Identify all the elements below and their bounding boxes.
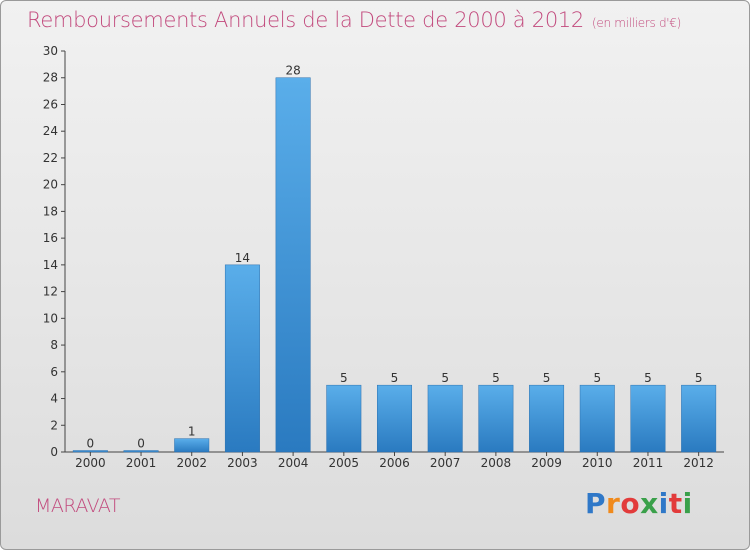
- y-tick-label: 10: [43, 311, 58, 325]
- y-tick-label: 2: [50, 418, 58, 432]
- y-tick-label: 30: [43, 44, 58, 58]
- bar-value-label: 5: [644, 371, 652, 385]
- bar-value-label: 1: [188, 425, 196, 439]
- bar-value-label: 5: [391, 371, 399, 385]
- y-tick-label: 0: [50, 445, 58, 459]
- bar: [326, 384, 362, 453]
- title-text: Remboursements Annuels de la Dette de 20…: [27, 8, 584, 32]
- y-tick-label: 6: [50, 365, 58, 379]
- proxiti-logo: Proxiti: [585, 487, 693, 520]
- logo-letter: x: [640, 487, 659, 520]
- y-tick-label: 28: [43, 71, 58, 85]
- y-tick-label: 18: [43, 204, 58, 218]
- bar: [377, 384, 412, 453]
- x-tick-label: 2006: [379, 456, 410, 470]
- x-tick-label: 2004: [278, 456, 309, 470]
- x-tick-label: 2007: [430, 456, 461, 470]
- y-tick-label: 12: [43, 285, 58, 299]
- y-tick-label: 22: [43, 151, 58, 165]
- bar-value-label: 5: [340, 371, 348, 385]
- logo-letter: r: [606, 487, 621, 520]
- x-tick-label: 2005: [329, 456, 360, 470]
- y-tick-label: 16: [43, 231, 58, 245]
- bar: [72, 450, 108, 453]
- logo-letter: i: [658, 487, 669, 520]
- bar: [579, 384, 615, 453]
- x-tick-label: 2009: [531, 456, 562, 470]
- bar: [630, 384, 666, 453]
- y-tick-label: 24: [43, 124, 58, 138]
- bar: [275, 77, 311, 453]
- bar: [224, 264, 260, 453]
- bar-value-label: 5: [695, 371, 703, 385]
- y-tick-label: 14: [43, 258, 58, 272]
- bar-value-label: 14: [235, 251, 250, 265]
- x-tick-label: 2011: [633, 456, 664, 470]
- commune-name: MARAVAT: [35, 495, 121, 517]
- bar: [681, 384, 717, 453]
- bar-value-label: 0: [137, 437, 145, 451]
- unit-label: (en milliers d'€): [592, 16, 682, 30]
- y-tick-label: 20: [43, 178, 58, 192]
- bar-value-label: 5: [543, 371, 551, 385]
- bar-value-label: 28: [285, 64, 300, 78]
- x-tick-label: 2012: [683, 456, 714, 470]
- bar: [174, 438, 210, 453]
- bar-value-label: 5: [593, 371, 601, 385]
- bar: [427, 384, 463, 453]
- logo-letter: t: [668, 487, 683, 520]
- bar-value-label: 5: [441, 371, 449, 385]
- bar: [478, 384, 514, 453]
- x-tick-label: 2008: [481, 456, 512, 470]
- x-tick-label: 2002: [176, 456, 207, 470]
- x-tick-label: 2000: [75, 456, 106, 470]
- logo-letter: o: [620, 487, 641, 520]
- x-tick-label: 2003: [227, 456, 258, 470]
- bar: [529, 384, 565, 453]
- bar-value-label: 5: [492, 371, 500, 385]
- logo-letter: P: [585, 487, 607, 520]
- bar-value-label: 0: [87, 437, 95, 451]
- y-tick-label: 4: [50, 392, 58, 406]
- logo-letter: i: [682, 487, 693, 520]
- x-tick-label: 2010: [582, 456, 613, 470]
- bar: [123, 450, 159, 453]
- chart-title: Remboursements Annuels de la Dette de 20…: [27, 8, 681, 32]
- y-tick-label: 8: [50, 338, 58, 352]
- x-tick-label: 2001: [126, 456, 157, 470]
- y-tick-label: 26: [43, 97, 58, 111]
